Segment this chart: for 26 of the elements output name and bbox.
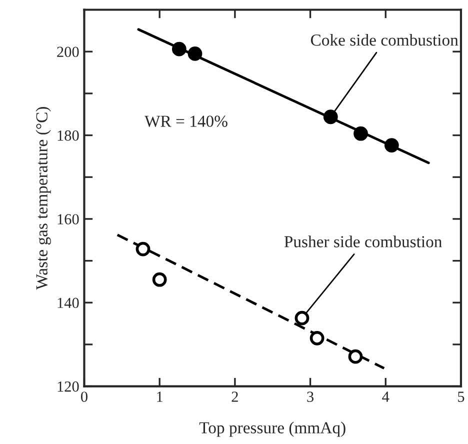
point [188, 46, 202, 61]
x-tick-label: 3 [307, 392, 314, 402]
x-tick-label: 2 [232, 392, 238, 402]
point [172, 42, 186, 56]
y-tick-label: 180 [58, 130, 79, 141]
point [136, 242, 150, 256]
point [310, 330, 324, 346]
point [354, 126, 368, 141]
y-axis-title: Waste gas temperature (°C) [36, 107, 51, 290]
point [294, 310, 310, 326]
y-tick-label: 160 [58, 214, 79, 224]
x-tick-label: 4 [382, 392, 390, 402]
point [384, 138, 399, 153]
x-axis-title: Top pressure (mmAq) [199, 422, 346, 437]
point [152, 272, 167, 287]
point [348, 349, 363, 364]
annotation: WR = 140% [144, 116, 228, 127]
annotation: Pusher side combustion [284, 236, 442, 248]
x-tick-label: 0 [81, 392, 88, 402]
x-tick-label: 1 [157, 392, 162, 402]
point [323, 110, 338, 124]
annotation: Coke side combustion [310, 34, 458, 46]
y-tick-label: 140 [58, 298, 79, 308]
x-tick-label: 5 [458, 392, 464, 402]
y-tick-label: 200 [57, 46, 79, 58]
y-tick-label: 120 [58, 381, 79, 392]
